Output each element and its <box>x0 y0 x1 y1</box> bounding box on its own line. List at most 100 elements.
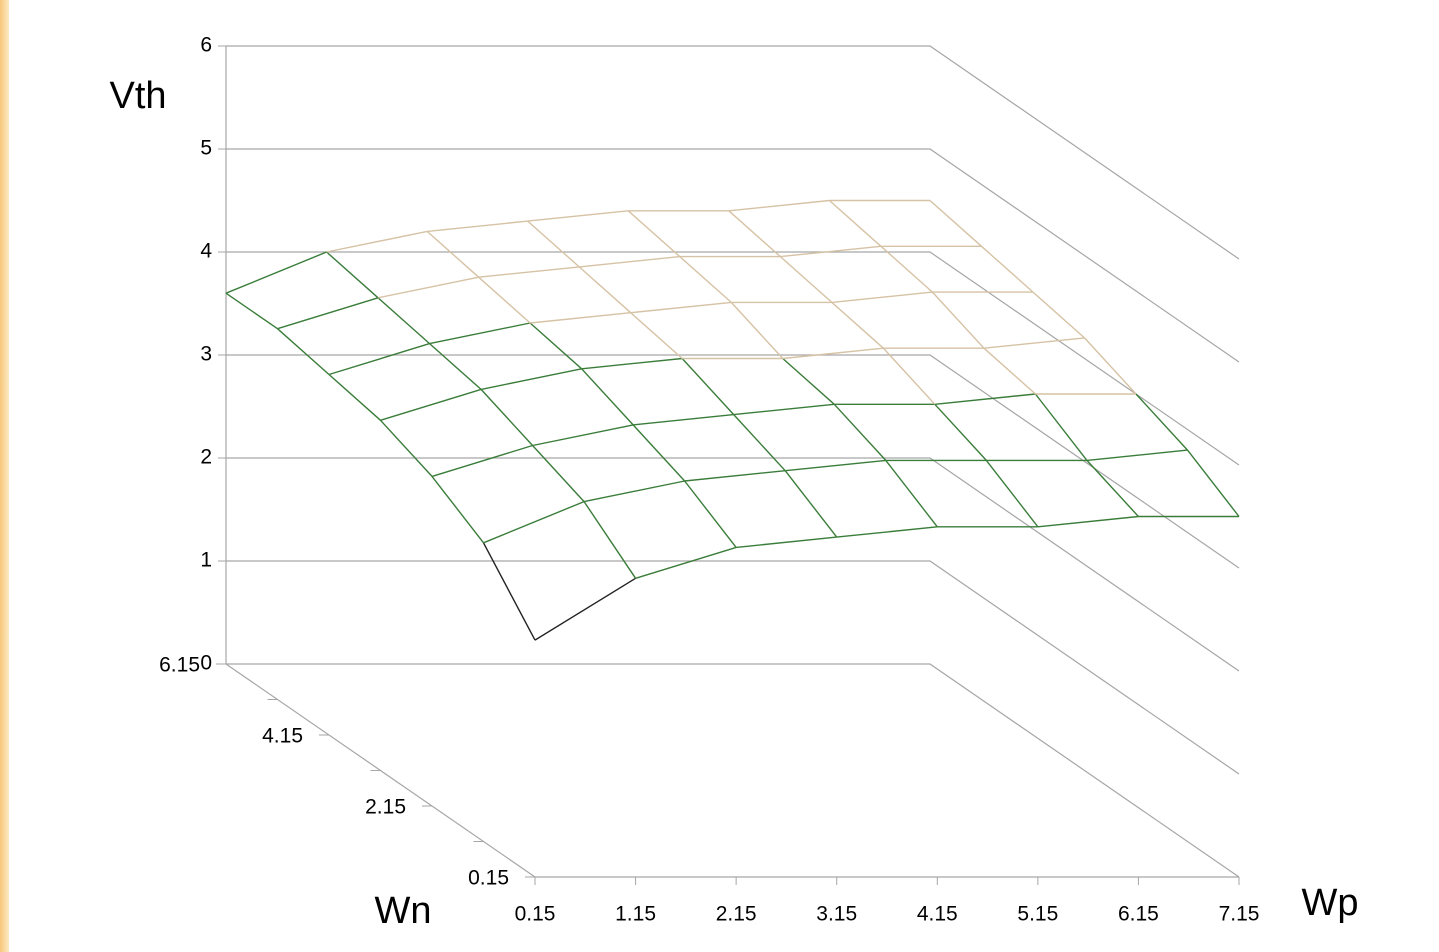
surface-row <box>431 444 533 478</box>
surface-column <box>431 475 485 544</box>
y-tick-label: 2 <box>200 446 212 469</box>
depth-tick-label: 0.15 <box>468 867 509 890</box>
surface-row <box>733 403 835 416</box>
surface-column <box>532 445 585 503</box>
surface-row <box>478 266 580 278</box>
surface-row <box>633 413 734 426</box>
surface-column <box>931 291 985 349</box>
surface-column <box>527 220 580 268</box>
surface-column <box>1086 459 1139 517</box>
x-tick-label: 0.15 <box>515 903 556 926</box>
grid-line <box>226 354 1240 569</box>
surface-column <box>581 368 634 426</box>
surface-row <box>1086 449 1188 462</box>
x-tick-label: 3.15 <box>816 903 857 926</box>
depth-axis-title: Wn <box>375 890 432 932</box>
surface-column <box>828 199 882 247</box>
surface-column <box>1032 291 1085 339</box>
grid-line <box>226 45 1240 260</box>
surface-row <box>483 500 585 544</box>
surface-column <box>981 245 1034 293</box>
depth-tick-label: 2.15 <box>365 796 406 819</box>
surface-column <box>681 358 735 416</box>
surface-column <box>328 373 381 421</box>
surface-row <box>532 424 634 447</box>
surface-column <box>632 424 686 482</box>
surface-column <box>1034 393 1088 461</box>
y-tick-label: 3 <box>200 343 212 366</box>
x-tick-label: 6.15 <box>1118 903 1159 926</box>
surface-column <box>934 403 987 461</box>
surface-column <box>630 312 683 360</box>
surface-column <box>429 343 482 390</box>
surface-row <box>579 255 680 268</box>
x-tick-label: 4.15 <box>917 903 958 926</box>
surface-row <box>836 526 938 538</box>
surface-row <box>635 546 737 579</box>
depth-tick-label: 6.15 <box>159 654 200 677</box>
surface-column <box>482 542 536 641</box>
surface-row <box>534 577 636 641</box>
surface-column <box>326 251 379 299</box>
surface-column <box>784 470 838 538</box>
surface-column <box>426 230 480 278</box>
surface-row <box>527 210 629 222</box>
x-tick-label: 5.15 <box>1017 903 1058 926</box>
surface-column <box>782 357 835 405</box>
surface-column <box>882 347 936 405</box>
surface-row <box>630 301 732 314</box>
surface-column <box>583 501 637 579</box>
surface-column <box>831 301 884 349</box>
surface-row <box>831 291 933 304</box>
y-tick-label: 6 <box>200 34 212 57</box>
x-tick-label: 2.15 <box>716 903 757 926</box>
surface-row <box>225 251 327 294</box>
surface-column <box>880 245 933 293</box>
grid-line <box>226 457 1240 672</box>
surface-column <box>983 347 1036 395</box>
surface-column <box>985 459 1039 528</box>
surface-column <box>885 459 938 528</box>
surface-column <box>730 301 784 359</box>
grid-line <box>226 560 1240 775</box>
surface-row <box>480 368 582 391</box>
surface-row <box>380 388 482 421</box>
surface-column <box>277 328 330 376</box>
surface-row <box>684 470 786 482</box>
surface-column <box>529 322 583 370</box>
surface-row <box>328 342 430 376</box>
y-tick-label: 1 <box>200 549 212 572</box>
surface-row <box>934 393 1036 405</box>
surface-row <box>427 220 528 233</box>
x-axis-title: Wp <box>1302 882 1359 924</box>
surface-row <box>728 199 830 212</box>
y-tick-label: 4 <box>200 240 212 263</box>
y-tick-label: 0 <box>200 652 212 675</box>
surface-column <box>833 403 887 461</box>
surface-column <box>733 414 786 472</box>
surface-column <box>1135 393 1189 451</box>
surface-row <box>785 459 886 472</box>
surface-column <box>679 256 732 303</box>
x-tick-label: 1.15 <box>615 903 656 926</box>
surface-column <box>480 388 534 446</box>
surface-column <box>478 276 531 324</box>
surface-row <box>530 312 631 324</box>
surface-row <box>429 322 531 345</box>
grid-line <box>226 148 1240 363</box>
surface-column <box>578 266 632 314</box>
surface-column <box>929 199 982 247</box>
surface-column <box>225 292 278 330</box>
depth-tick-label: 4.15 <box>262 725 303 748</box>
surface-column <box>627 210 681 258</box>
surface-column <box>684 480 737 548</box>
surface-column <box>377 297 431 345</box>
surface-row <box>581 357 683 370</box>
surface-row <box>377 276 479 299</box>
surface-row <box>1037 515 1139 528</box>
surface-row <box>983 337 1085 349</box>
surface-column <box>1186 449 1240 517</box>
surface-row <box>583 480 685 503</box>
surface-row <box>326 230 428 253</box>
